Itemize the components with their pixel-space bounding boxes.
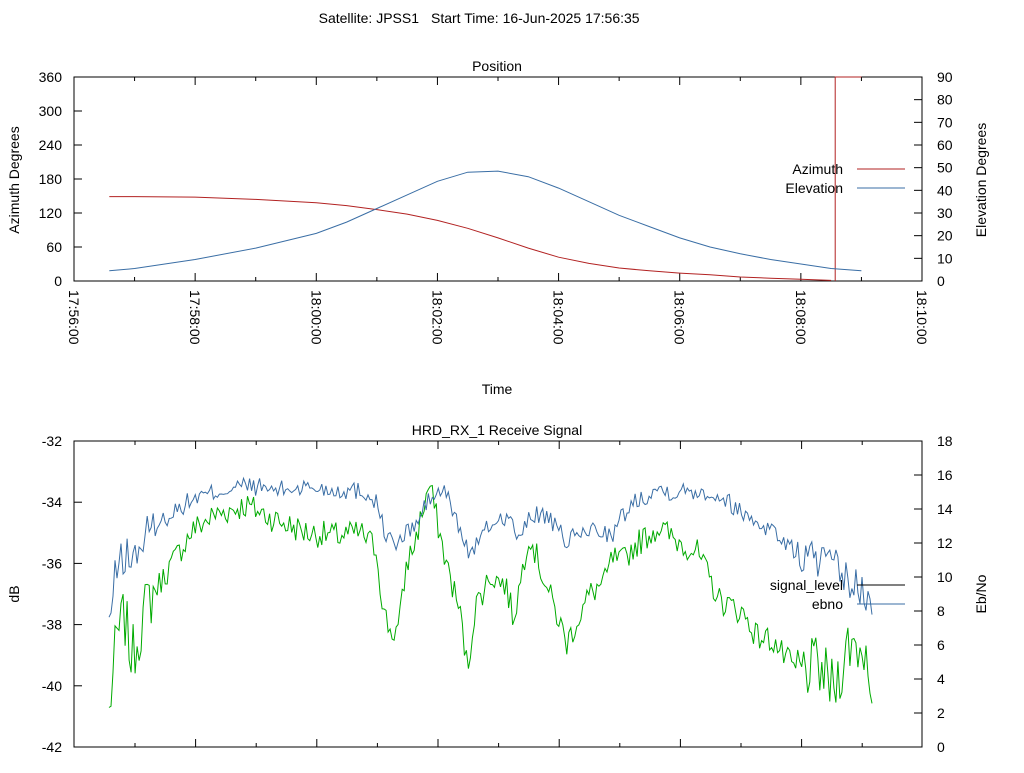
signal-y2-tick-label: 10 xyxy=(937,569,953,585)
header-satellite: Satellite: JPSS1 xyxy=(319,10,420,26)
signal-y2-tick-label: 12 xyxy=(937,535,953,551)
position-y2-tick-label: 50 xyxy=(937,160,953,176)
position-axes-ticks: 0 60 120 180 240 300 360 0 10 20 30 40 50 60 70 80 90 17:… xyxy=(39,69,953,345)
signal-y2-axis-label: Eb/No xyxy=(973,574,989,613)
signal-plot-frame xyxy=(73,440,923,748)
series-line-ebno xyxy=(108,476,873,618)
position-y2-tick-label: 20 xyxy=(937,228,953,244)
position-y2-tick-label: 10 xyxy=(937,250,953,266)
series-line-azimuth-wrap xyxy=(834,76,862,281)
position-x-tick-label: 18:08:00 xyxy=(793,290,809,345)
signal-y-tick-label: -40 xyxy=(42,678,62,694)
position-y2-tick-label: 90 xyxy=(937,69,953,85)
position-x-tick-label: 17:56:00 xyxy=(66,290,82,345)
position-plot-frame xyxy=(73,76,923,282)
signal-y2-tick-label: 8 xyxy=(937,603,945,619)
position-y-tick-label: 60 xyxy=(46,239,62,255)
legend-label-azimuth: Azimuth xyxy=(792,161,843,177)
position-x-tick-label: 18:02:00 xyxy=(429,290,445,345)
signal-chart-title: HRD_RX_1 Receive Signal xyxy=(412,422,582,438)
position-x-axis-label: Time xyxy=(482,381,513,397)
signal-y2-tick-label: 4 xyxy=(937,671,945,687)
position-y-tick-label: 180 xyxy=(39,171,63,187)
signal-y-tick-label: -36 xyxy=(42,555,62,571)
position-y2-tick-label: 80 xyxy=(937,92,953,108)
position-x-tick-label: 18:04:00 xyxy=(551,290,567,345)
signal-legend: signal_level ebno xyxy=(770,577,905,612)
signal-y-axis-label: dB xyxy=(6,585,22,602)
signal-y-tick-label: -32 xyxy=(42,433,62,449)
position-y2-tick-label: 70 xyxy=(937,114,953,130)
series-line-azimuth xyxy=(109,196,832,281)
signal-y2-tick-label: 14 xyxy=(937,501,953,517)
position-y2-axis-label: Elevation Degrees xyxy=(973,123,989,237)
header-start-time: Start Time: 16-Jun-2025 17:56:35 xyxy=(431,10,640,26)
position-x-tick-label: 18:00:00 xyxy=(308,290,324,345)
position-series-group xyxy=(109,76,862,281)
signal-y-tick-label: -42 xyxy=(42,739,62,755)
signal-y-tick-label: -34 xyxy=(42,494,62,510)
position-legend: Azimuth Elevation xyxy=(785,161,905,196)
position-x-tick-label: 18:10:00 xyxy=(914,290,930,345)
position-y-tick-label: 0 xyxy=(54,273,62,289)
position-y-tick-label: 300 xyxy=(39,103,63,119)
legend-label-ebno: ebno xyxy=(812,596,843,612)
position-x-tick-label: 17:58:00 xyxy=(187,290,203,345)
signal-series-group xyxy=(108,476,873,708)
position-x-tick-label: 18:06:00 xyxy=(672,290,688,345)
position-y-axis-label: Azimuth Degrees xyxy=(6,126,22,233)
position-y-tick-label: 240 xyxy=(39,137,63,153)
signal-y2-tick-label: 2 xyxy=(937,705,945,721)
position-y-tick-label: 360 xyxy=(39,69,63,85)
legend-label-signal-level: signal_level xyxy=(770,577,843,593)
signal-y2-tick-label: 0 xyxy=(937,739,945,755)
position-y2-tick-label: 60 xyxy=(937,137,953,153)
signal-axes-ticks: -32 -34 -36 -38 -40 -42 0 2 4 6 8 10 12 14 16 18 xyxy=(42,433,953,755)
signal-y-tick-label: -38 xyxy=(42,617,62,633)
position-y2-tick-label: 40 xyxy=(937,182,953,198)
legend-label-elevation: Elevation xyxy=(785,180,843,196)
position-y2-tick-label: 0 xyxy=(937,273,945,289)
series-line-signal-level xyxy=(108,484,873,708)
position-chart-title: Position xyxy=(472,58,522,74)
position-y2-tick-label: 30 xyxy=(937,205,953,221)
signal-y2-tick-label: 18 xyxy=(937,433,953,449)
signal-y2-tick-label: 6 xyxy=(937,637,945,653)
position-y-tick-label: 120 xyxy=(39,205,63,221)
signal-y2-tick-label: 16 xyxy=(937,467,953,483)
series-line-elevation xyxy=(109,170,862,272)
